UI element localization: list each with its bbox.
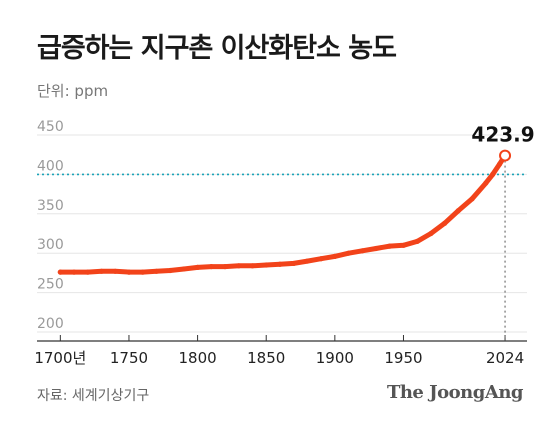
- data-point: [359, 248, 365, 254]
- data-point: [194, 264, 201, 270]
- y-tick-label: 350: [37, 198, 64, 214]
- y-tick-label: 200: [37, 316, 64, 332]
- data-point: [483, 180, 489, 186]
- y-tick-label: 250: [37, 277, 64, 293]
- data-point: [318, 256, 324, 262]
- data-point: [442, 220, 448, 226]
- data-point: [222, 263, 228, 270]
- highlight-marker: [499, 149, 512, 162]
- x-tick-label: 1700년: [34, 349, 86, 367]
- x-tick-label: 1950: [384, 349, 422, 367]
- data-point: [345, 250, 352, 256]
- co2-series: [57, 152, 508, 275]
- data-point: [153, 268, 160, 274]
- y-tick-label: 400: [37, 158, 64, 174]
- y-tick-label: 450: [37, 119, 64, 135]
- data-point: [291, 260, 297, 267]
- highlight-value-label: 423.9: [471, 123, 534, 147]
- data-point: [332, 253, 338, 259]
- data-point: [249, 263, 256, 269]
- data-point: [469, 196, 475, 202]
- data-point: [57, 269, 63, 275]
- data-point: [126, 269, 132, 275]
- data-point: [490, 171, 496, 177]
- latest-value-highlight: 423.9: [471, 123, 535, 341]
- brand-logo: The JoongAng: [386, 382, 524, 403]
- x-tick-label: 1800: [178, 349, 216, 367]
- y-tick-labels: 200 250 300 350 400 450: [37, 119, 64, 332]
- x-tick-label: 2024: [486, 349, 524, 367]
- data-point: [414, 238, 420, 244]
- data-point: [208, 263, 214, 270]
- data-point: [496, 161, 503, 167]
- data-point: [387, 243, 393, 249]
- data-point: [428, 230, 434, 237]
- data-point: [167, 267, 173, 274]
- chart-title: 급증하는 지구촌 이산화탄소 농도: [37, 33, 397, 64]
- data-point: [71, 269, 77, 275]
- data-point: [140, 269, 146, 275]
- data-point: [304, 258, 310, 264]
- data-point: [277, 261, 283, 267]
- data-point: [98, 268, 105, 274]
- data-point: [85, 269, 91, 275]
- x-axis: 1700년 1750 1800 1850 1900 1950 2024: [34, 335, 527, 367]
- data-point: [373, 245, 379, 252]
- data-point: [263, 262, 269, 268]
- data-point: [112, 268, 118, 274]
- data-point: [455, 208, 461, 214]
- x-tick-label: 1750: [110, 349, 148, 367]
- data-point: [236, 263, 242, 269]
- y-tick-label: 300: [37, 237, 64, 253]
- x-tick-label: 1850: [247, 349, 285, 367]
- data-point: [181, 266, 187, 272]
- data-point: [400, 242, 407, 248]
- x-tick-label: 1900: [316, 349, 354, 367]
- source-note: 자료: 세계기상기구: [37, 388, 150, 404]
- unit-label: 단위: ppm: [37, 82, 109, 100]
- gridlines: [37, 134, 527, 333]
